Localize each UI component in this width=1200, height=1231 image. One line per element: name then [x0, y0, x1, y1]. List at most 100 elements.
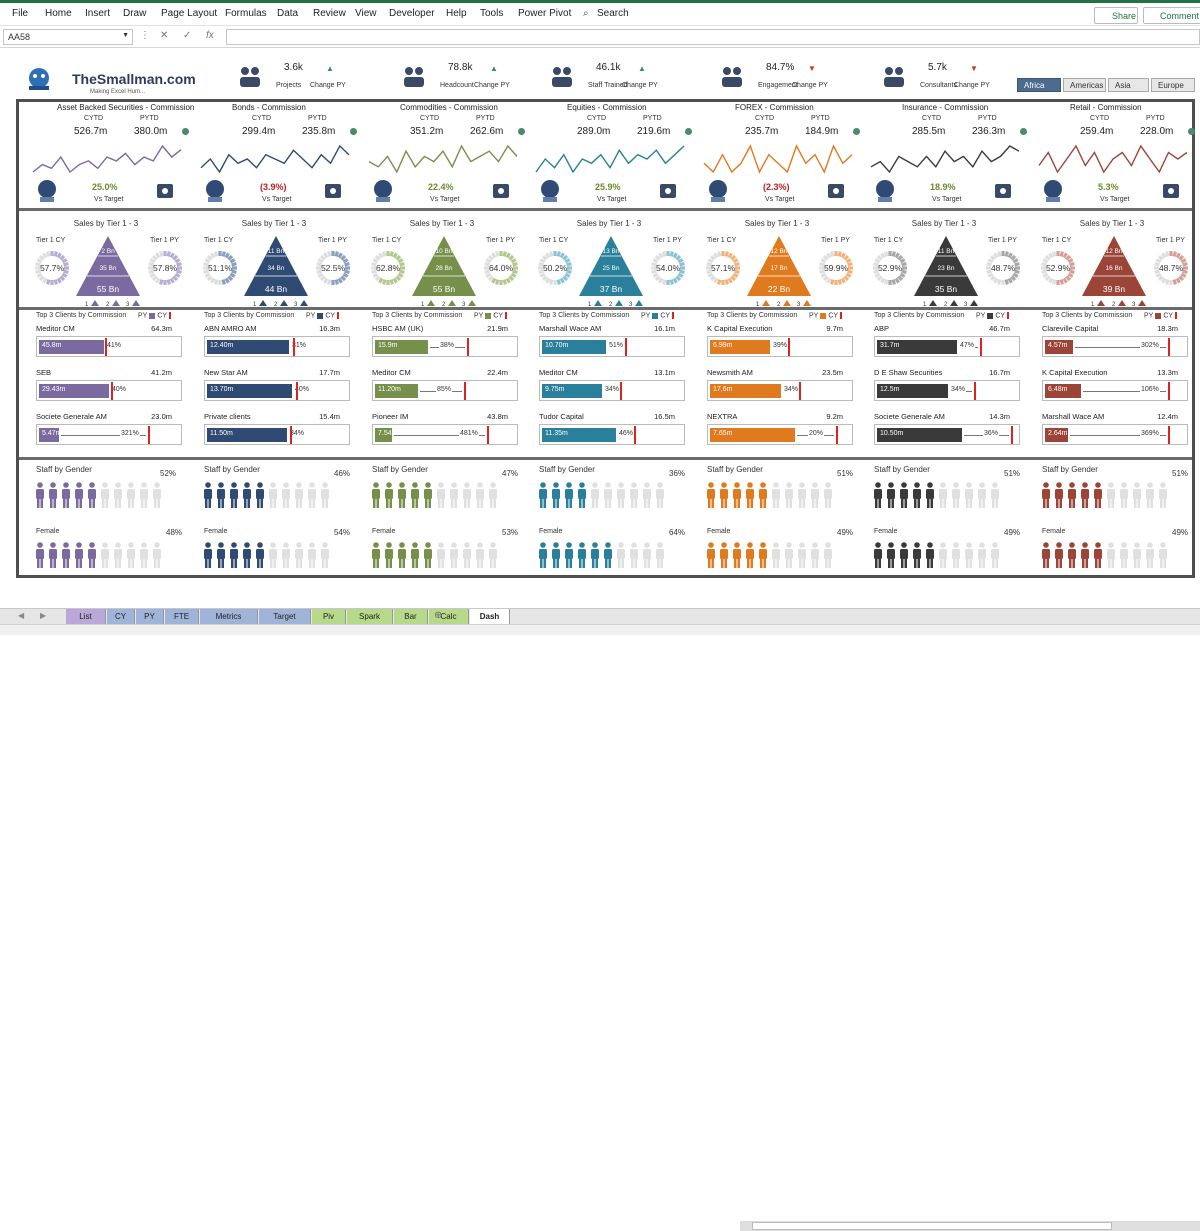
cancel-icon[interactable]: ✕	[160, 30, 169, 41]
formula-input[interactable]	[226, 29, 1200, 45]
male-person-icon	[62, 482, 70, 508]
chevron-down-icon[interactable]: ▼	[122, 32, 129, 39]
client-change-percent: 302%	[1140, 342, 1160, 349]
female-person-icon	[217, 542, 225, 568]
tier-index-label: 1	[588, 302, 592, 308]
female-percent: 49%	[837, 528, 854, 537]
ring-segment	[327, 279, 332, 285]
client-row: Private clients 15.4m 11.50m 34%	[204, 412, 354, 448]
tab-list[interactable]: List	[66, 609, 106, 624]
menu-draw[interactable]: Draw	[123, 8, 147, 19]
menu-review[interactable]: Review	[313, 8, 346, 19]
add-sheet-icon[interactable]: ⊕	[434, 610, 443, 621]
ring-segment	[1014, 269, 1020, 274]
search-icon[interactable]: ⌕	[583, 8, 589, 19]
male-person-icon	[798, 482, 806, 508]
menu-file[interactable]: File	[12, 8, 29, 19]
region-europe-button[interactable]: Europe	[1151, 78, 1195, 92]
tier-pyramid-chart: 52.9% 48.7% 12 Bn 16 Bn 39 Bn 1 2 3	[1041, 236, 1188, 308]
tier1-py-value: 59.9%	[824, 263, 849, 273]
ring-segment	[1041, 262, 1047, 267]
menu-power-pivot[interactable]: Power Pivot	[518, 8, 572, 19]
region-asia-button[interactable]: Asia	[1108, 78, 1149, 92]
male-person-icon	[913, 482, 921, 508]
ring-segment	[830, 279, 835, 285]
ring-segment	[342, 272, 349, 278]
menu-tools[interactable]: Tools	[480, 8, 504, 19]
ring-segment	[35, 262, 41, 267]
client-py-marker	[620, 382, 622, 400]
tab-py[interactable]: PY	[136, 609, 164, 624]
tab-prev-icon[interactable]: ◀	[18, 611, 25, 620]
client-row: Meditor CM 22.4m 11.20m 85%	[372, 368, 522, 404]
client-py-value: 23.5m	[822, 368, 843, 377]
scroll-thumb[interactable]	[752, 1222, 1112, 1230]
tab-spark[interactable]: Spark	[347, 609, 393, 624]
kpi-value: 46.1k	[596, 62, 621, 73]
client-change-percent: 38%	[439, 342, 456, 349]
client-py-value: 16.3m	[319, 324, 340, 333]
tab-bar[interactable]: Bar	[394, 609, 428, 624]
menu-view[interactable]: View	[355, 8, 377, 19]
ring-segment	[59, 254, 66, 261]
tier-index-label: 2	[1112, 302, 1116, 308]
male-person-icon	[437, 482, 445, 508]
tab-piv[interactable]: Piv	[312, 609, 346, 624]
ring-segment	[214, 251, 219, 257]
legend-py-label: PY	[641, 312, 651, 320]
region-americas-button[interactable]: Americas	[1063, 78, 1106, 92]
tab-target[interactable]: Target	[259, 609, 311, 624]
ring-segment	[319, 275, 326, 282]
staff-title: Staff by Gender	[874, 465, 930, 474]
tab-fte[interactable]: FTE	[165, 609, 199, 624]
ring-segment	[1048, 277, 1054, 284]
name-box[interactable]: AA58 ▼	[3, 29, 133, 45]
function-icon[interactable]: fx	[206, 30, 214, 41]
comments-button[interactable]: Comment	[1143, 7, 1200, 24]
menu-page-layout[interactable]: Page Layout	[161, 8, 218, 19]
staff-by-gender: Staff by Gender 51% Female 49%	[1028, 460, 1196, 575]
ring-segment	[658, 252, 664, 259]
sales-by-tier: Sales by Tier 1 - 3 Tier 1 CY Tier 1 PY 51.…	[190, 216, 358, 308]
female-person-icon	[1068, 542, 1076, 568]
region-africa-button[interactable]: Africa	[1017, 78, 1061, 92]
share-button[interactable]: Share	[1094, 7, 1138, 24]
legend-cy-label: CY	[157, 312, 168, 320]
male-person-icon	[539, 482, 547, 508]
female-label: Female	[707, 528, 731, 535]
sales-by-tier: Sales by Tier 1 - 3 Tier 1 CY Tier 1 PY 52.…	[1028, 216, 1196, 308]
ring-segment	[884, 251, 889, 257]
menu-home[interactable]: Home	[45, 8, 72, 19]
menu-insert[interactable]: Insert	[85, 8, 111, 19]
pytd-label: PYTD	[643, 115, 662, 122]
client-py-value: 9.2m	[826, 412, 843, 421]
tier-triangle-icon	[1097, 300, 1105, 306]
menu-search[interactable]: Search	[597, 8, 629, 19]
horizontal-scrollbar[interactable]	[740, 1221, 1200, 1231]
sector-title: Asset Backed Securities - Commission	[57, 103, 195, 112]
menu-formulas[interactable]: Formulas	[225, 8, 267, 19]
pyramid-shape	[914, 236, 978, 296]
status-dot	[518, 128, 525, 135]
tier-index-label: 2	[777, 302, 781, 308]
female-person-icon	[243, 542, 251, 568]
ring-segment	[1155, 272, 1162, 278]
tab-cy[interactable]: CY	[107, 609, 135, 624]
ring-segment	[894, 277, 900, 284]
tier-triangle-icon	[448, 300, 456, 306]
menu-help[interactable]: Help	[446, 8, 467, 19]
tab-next-icon[interactable]: ▶	[40, 611, 47, 620]
enter-icon[interactable]: ✓	[183, 30, 192, 41]
menu-developer[interactable]: Developer	[389, 8, 435, 19]
female-person-icon	[36, 542, 44, 568]
tab-dash[interactable]: Dash	[470, 609, 510, 624]
tab-calc[interactable]: Calc	[429, 609, 469, 624]
legend-cy-label: CY	[1163, 312, 1174, 320]
menu-data[interactable]: Data	[277, 8, 299, 19]
pytd-label: PYTD	[978, 115, 997, 122]
pytd-value: 235.8m	[302, 126, 336, 137]
tab-metrics[interactable]: Metrics	[200, 609, 258, 624]
tier1-py-label: Tier 1 PY	[988, 237, 1017, 244]
ring-segment	[876, 275, 883, 282]
legend-cy-label: CY	[325, 312, 336, 320]
